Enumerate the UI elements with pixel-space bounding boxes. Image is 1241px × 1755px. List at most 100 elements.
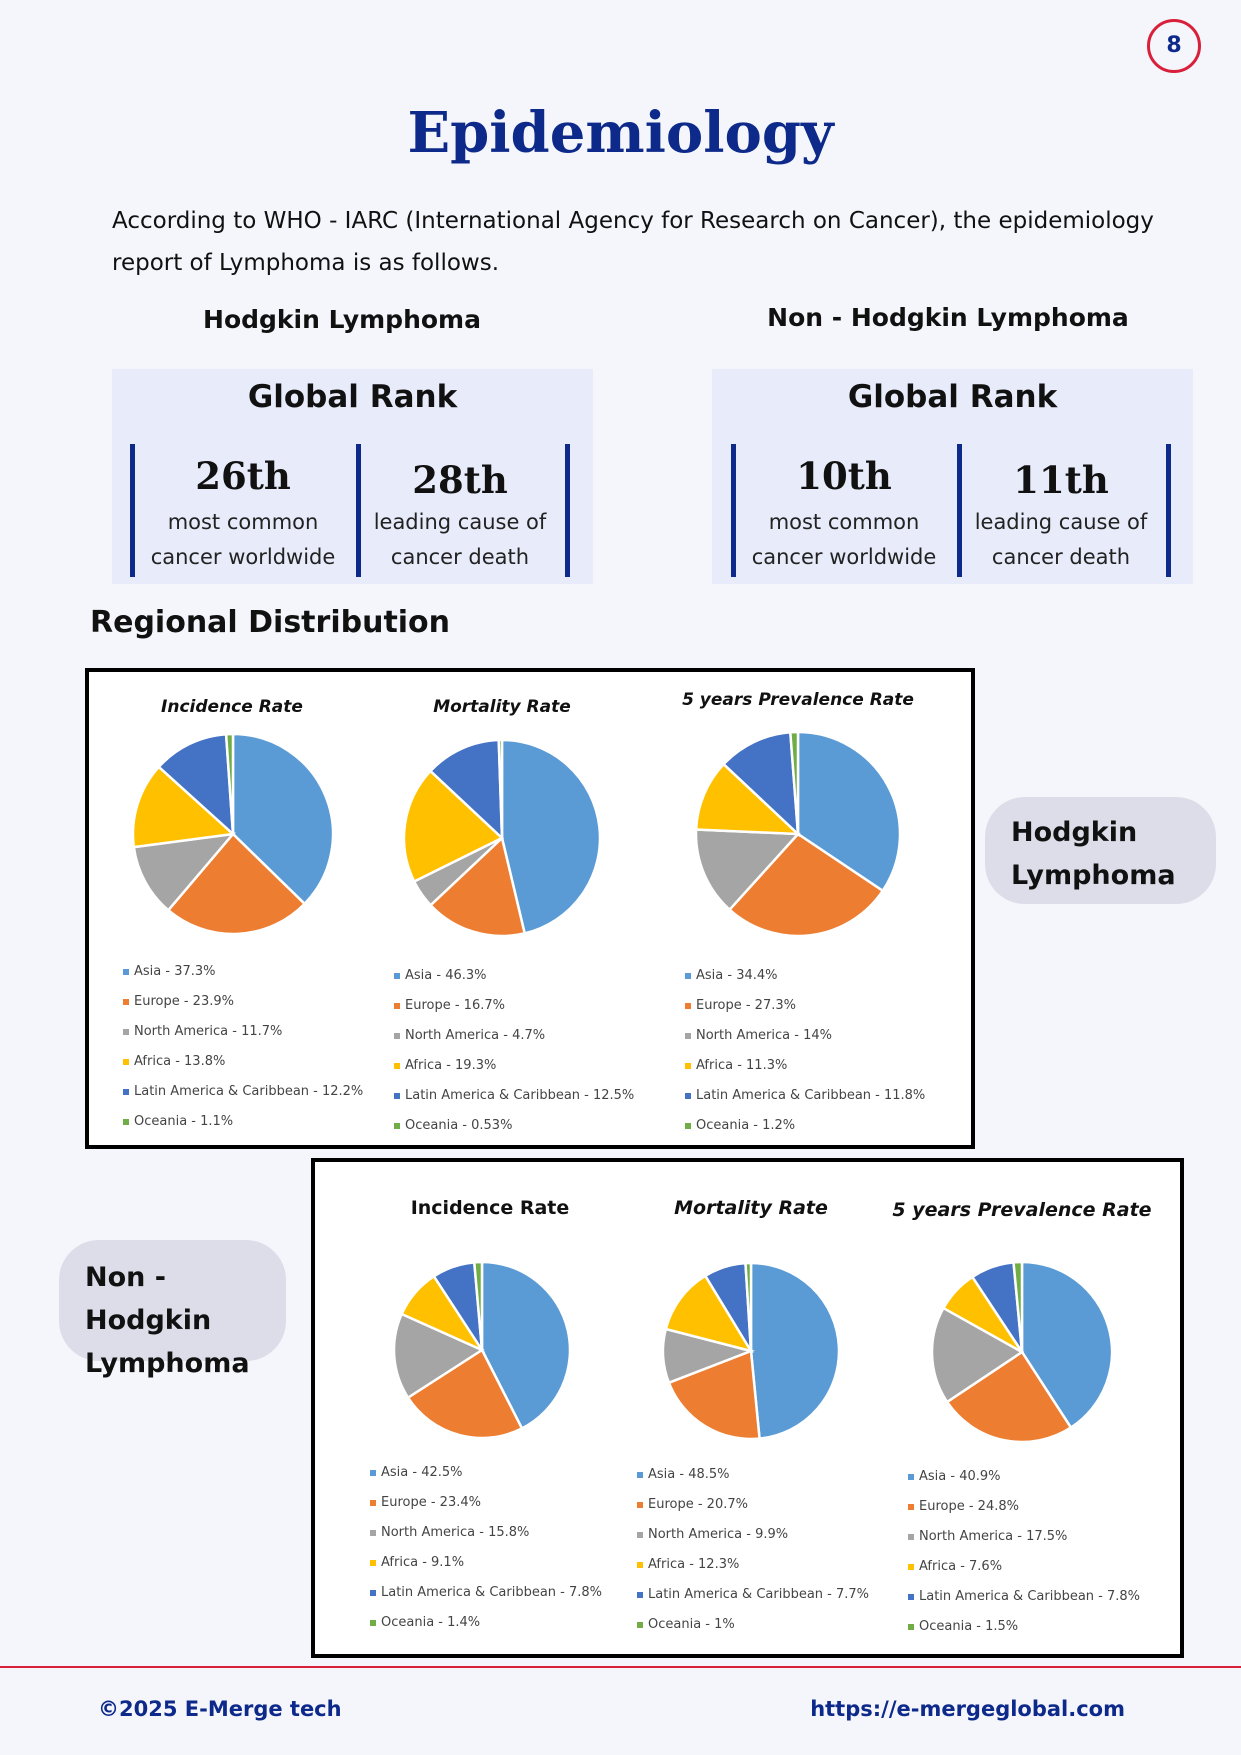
death-rank: 11th leading cause of cancer death (951, 447, 1171, 575)
nhl-label-pill: Non - Hodgkin Lymphoma (59, 1240, 286, 1379)
page-number: 8 (1147, 19, 1201, 73)
legend-label: Africa - 11.3% (696, 1058, 788, 1073)
legend-item: Asia - 37.3% (123, 962, 363, 992)
legend-item: Oceania - 1.2% (685, 1116, 925, 1146)
legend-label: Asia - 40.9% (919, 1469, 1001, 1484)
legend-label: North America - 4.7% (405, 1028, 546, 1043)
legend-item: North America - 17.5% (908, 1527, 1140, 1557)
legend-swatch (370, 1469, 376, 1476)
legend-item: Oceania - 0.53% (394, 1116, 634, 1146)
legend-label: Africa - 19.3% (405, 1058, 497, 1073)
chart-title: 5 years Prevalence Rate (682, 690, 914, 710)
legend-swatch (685, 1122, 691, 1129)
legend-swatch (370, 1559, 376, 1566)
rank-caption: most common (167, 510, 319, 534)
legend-item: North America - 15.8% (370, 1523, 602, 1553)
legend-swatch (394, 1062, 400, 1069)
hodgkin-heading: Hodgkin Lymphoma (203, 305, 481, 334)
legend-swatch (685, 1032, 691, 1039)
legend-item: Europe - 24.8% (908, 1497, 1140, 1527)
legend-item: Africa - 7.6% (908, 1557, 1140, 1587)
legend-swatch (908, 1623, 914, 1630)
legend-swatch (394, 1122, 400, 1129)
legend-label: Europe - 24.8% (919, 1499, 1019, 1514)
pie-slice-oceania (1012, 1260, 1024, 1353)
pie-slice-europe (428, 835, 527, 938)
pie-chart (402, 738, 602, 938)
legend-item: Latin America & Caribbean - 7.8% (370, 1583, 602, 1613)
legend-swatch (685, 1002, 691, 1009)
rank-title: Global Rank (847, 379, 1058, 415)
legend-label: Latin America & Caribbean - 12.2% (134, 1084, 364, 1099)
pie-chart (661, 1261, 841, 1441)
rank-caption: cancer worldwide (751, 545, 937, 569)
legend-swatch (637, 1591, 643, 1598)
nhl-rank-box: Global Rank 10th most common cancer worl… (712, 369, 1193, 584)
legend-swatch (685, 1062, 691, 1069)
rank-caption: cancer death (991, 545, 1131, 569)
legend-item: Europe - 20.7% (637, 1495, 869, 1525)
legend-label: Oceania - 1.5% (919, 1619, 1019, 1634)
rank-caption: most common (768, 510, 920, 534)
legend-swatch (394, 1032, 400, 1039)
legend-item: Europe - 23.9% (123, 992, 363, 1022)
legend-label: Europe - 16.7% (405, 998, 505, 1013)
rank-number: 26th (195, 454, 291, 498)
legend-label: North America - 14% (696, 1028, 832, 1043)
pie-slice-africa (131, 765, 236, 849)
chart-legend: Asia - 40.9% Europe - 24.8% North America … (908, 1467, 1140, 1647)
legend-item: Europe - 27.3% (685, 996, 925, 1026)
chart-legend: Asia - 42.5% Europe - 23.4% North America … (370, 1463, 602, 1643)
page-title: Epidemiology (407, 100, 834, 166)
chart-title: Mortality Rate (433, 697, 571, 717)
legend-label: Europe - 27.3% (696, 998, 796, 1013)
hodgkin-rank-box: Global Rank 26th most common cancer worl… (112, 369, 593, 584)
legend-swatch (637, 1621, 643, 1628)
legend-label: Latin America & Caribbean - 11.8% (696, 1088, 926, 1103)
chart-legend: Asia - 48.5% Europe - 20.7% North America … (637, 1465, 869, 1645)
legend-swatch (394, 1092, 400, 1099)
legend-swatch (123, 1088, 129, 1095)
pie-slice-oceania (472, 1260, 484, 1351)
legend-swatch (908, 1503, 914, 1510)
legend-item: Latin America & Caribbean - 11.8% (685, 1086, 925, 1116)
divider (356, 444, 361, 577)
legend-item: Africa - 9.1% (370, 1553, 602, 1583)
pie-slice-oceania (224, 732, 235, 835)
chart-title: Incidence Rate (410, 1197, 570, 1219)
legend-label: Europe - 23.4% (381, 1495, 481, 1510)
legend-item: Africa - 19.3% (394, 1056, 634, 1086)
rank-caption: leading cause of (373, 510, 547, 534)
legend-label: Asia - 48.5% (648, 1467, 730, 1482)
legend-swatch (637, 1531, 643, 1538)
legend-label: Latin America & Caribbean - 7.8% (919, 1589, 1141, 1604)
divider (731, 444, 736, 577)
legend-label: North America - 17.5% (919, 1529, 1068, 1544)
pie-slice-asia (749, 1261, 841, 1440)
pie-slice-asia (231, 732, 335, 906)
legend-swatch (908, 1593, 914, 1600)
pie-slice-africa (402, 769, 505, 884)
legend-label: Latin America & Caribbean - 7.7% (648, 1587, 870, 1602)
legend-item: North America - 4.7% (394, 1026, 634, 1056)
rank-caption: leading cause of (974, 510, 1148, 534)
pie-slice-north-america (930, 1306, 1025, 1404)
footer-url-link[interactable]: https://e-mergeglobal.com (810, 1697, 1125, 1721)
pie-slice-oceania (744, 1261, 753, 1352)
pie-chart (694, 730, 902, 938)
legend-label: Europe - 20.7% (648, 1497, 748, 1512)
death-rank: 28th leading cause of cancer death (350, 447, 570, 575)
legend-label: Oceania - 1.1% (134, 1114, 234, 1129)
legend-swatch (685, 972, 691, 979)
rank-caption: cancer death (390, 545, 530, 569)
legend-label: Oceania - 1% (648, 1617, 735, 1632)
legend-item: Africa - 13.8% (123, 1052, 363, 1082)
legend-label: Asia - 37.3% (134, 964, 216, 979)
pie-slice-north-america (392, 1312, 485, 1400)
legend-swatch (637, 1561, 643, 1568)
legend-label: Asia - 42.5% (381, 1465, 463, 1480)
legend-item: Latin America & Caribbean - 7.8% (908, 1587, 1140, 1617)
incidence-rank: 26th most common cancer worldwide (133, 447, 353, 575)
pie-slice-latin-america-caribbean (428, 738, 504, 841)
